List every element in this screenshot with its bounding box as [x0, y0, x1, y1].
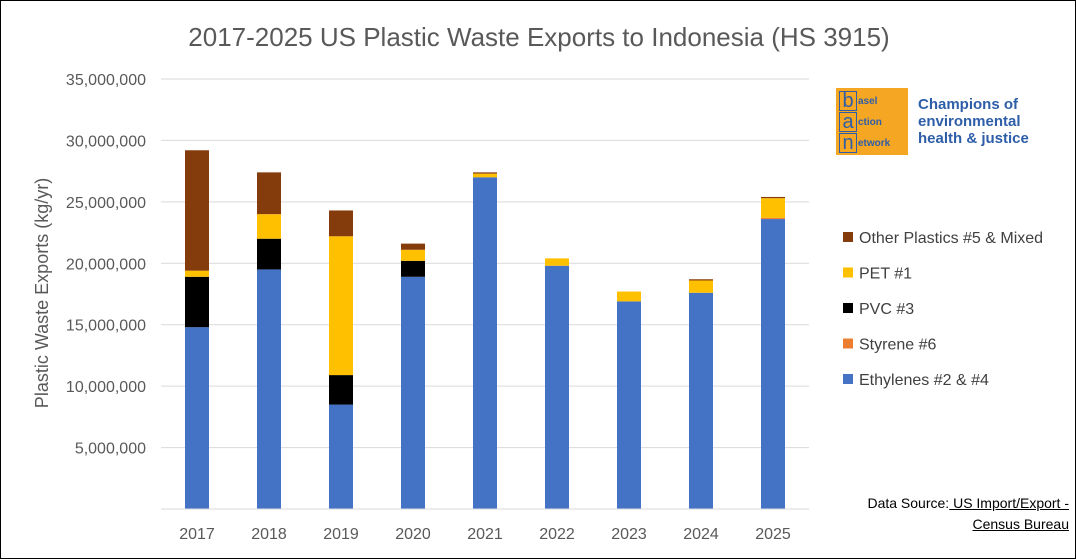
bar-segment [401, 260, 425, 277]
bar-segment [329, 404, 353, 509]
data-source-note: Data Source: US Import/Export - Census B… [839, 493, 1069, 535]
bar-segment [473, 173, 497, 178]
x-tick-label: 2023 [611, 526, 647, 543]
logo-tagline: Champions of environmental health & just… [918, 96, 1029, 147]
logo-letter-b: b [839, 91, 857, 111]
x-tick-label: 2021 [467, 526, 503, 543]
bar-segment [617, 291, 641, 302]
legend-swatch [843, 232, 853, 242]
y-tick-label: 10,000,000 [66, 379, 146, 396]
bar-segment [761, 198, 785, 218]
bar-segment [329, 375, 353, 405]
x-tick-label: 2018 [251, 526, 287, 543]
bar-segment [401, 249, 425, 261]
logo-letter-a: a [839, 112, 857, 132]
legend-swatch [843, 303, 853, 313]
y-tick-label: 30,000,000 [66, 133, 146, 150]
legend-label: Styrene #6 [859, 337, 936, 354]
bar-segment [689, 279, 713, 281]
x-axis-tick-labels: 2017 2018 2019 2020 2021 2022 2023 2024 2025 [179, 526, 791, 543]
bar-segment [545, 258, 569, 266]
bar-segment [185, 276, 209, 328]
logo-word-basel: asel [858, 96, 878, 107]
logo-word-action: ction [858, 117, 882, 128]
legend-swatch [843, 267, 853, 278]
bar-segment [545, 265, 569, 509]
ban-logo-mark: b asel a ction n etwork [836, 88, 908, 155]
x-tick-label: 2017 [179, 526, 215, 543]
y-tick-label: 20,000,000 [66, 256, 146, 273]
bar-segment [257, 269, 281, 509]
bar-segment [689, 292, 713, 509]
y-axis-tick-labels: 5,000,000 10,000,000 15,000,000 20,000,000 2… [66, 72, 146, 458]
y-tick-label: 35,000,000 [66, 72, 146, 89]
y-tick-label: 25,000,000 [66, 195, 146, 212]
bar-segment [761, 219, 785, 510]
bar-segment [257, 214, 281, 239]
bar-segment [185, 150, 209, 271]
bar-segment [689, 280, 713, 293]
bar-segment [473, 177, 497, 510]
chart-title: 2017-2025 US Plastic Waste Exports to In… [188, 22, 889, 52]
legend: Other Plastics #5 & Mixed PET #1 PVC #3 Sty… [843, 230, 1043, 389]
legend-label: PET #1 [859, 266, 912, 283]
legend-swatch [843, 338, 853, 349]
ban-logo: b asel a ction n etwork Champions of env… [836, 88, 1066, 156]
bar-segment [257, 238, 281, 270]
bar-segment [401, 243, 425, 250]
legend-label: Ethylenes #2 & #4 [859, 372, 989, 389]
bar-segment [329, 236, 353, 376]
y-tick-label: 15,000,000 [66, 318, 146, 335]
bar-segment [617, 301, 641, 509]
bar-segment [185, 270, 209, 277]
bar-segment [329, 210, 353, 237]
legend-label: Other Plastics #5 & Mixed [859, 230, 1043, 247]
x-tick-label: 2019 [323, 526, 359, 543]
bar-segment [257, 172, 281, 215]
bar-segment [401, 276, 425, 509]
legend-label: PVC #3 [859, 301, 914, 318]
x-tick-label: 2022 [539, 526, 575, 543]
data-source-prefix: Data Source: [867, 495, 950, 511]
logo-word-network: etwork [858, 138, 891, 149]
legend-swatch [843, 374, 853, 384]
data-source-link[interactable]: US Import/Export - Census Bureau [949, 495, 1069, 532]
x-tick-label: 2024 [683, 526, 719, 543]
y-tick-label: 5,000,000 [75, 441, 146, 458]
bar-segment [761, 217, 785, 220]
x-tick-label: 2020 [395, 526, 431, 543]
bar-segment [473, 172, 497, 174]
bar-segment [185, 327, 209, 509]
y-axis-label: Plastic Waste Exports (kg/yr) [32, 178, 52, 408]
logo-letter-n: n [839, 133, 857, 153]
x-tick-label: 2025 [755, 526, 791, 543]
bar-segment [761, 196, 785, 199]
bars [185, 150, 785, 510]
